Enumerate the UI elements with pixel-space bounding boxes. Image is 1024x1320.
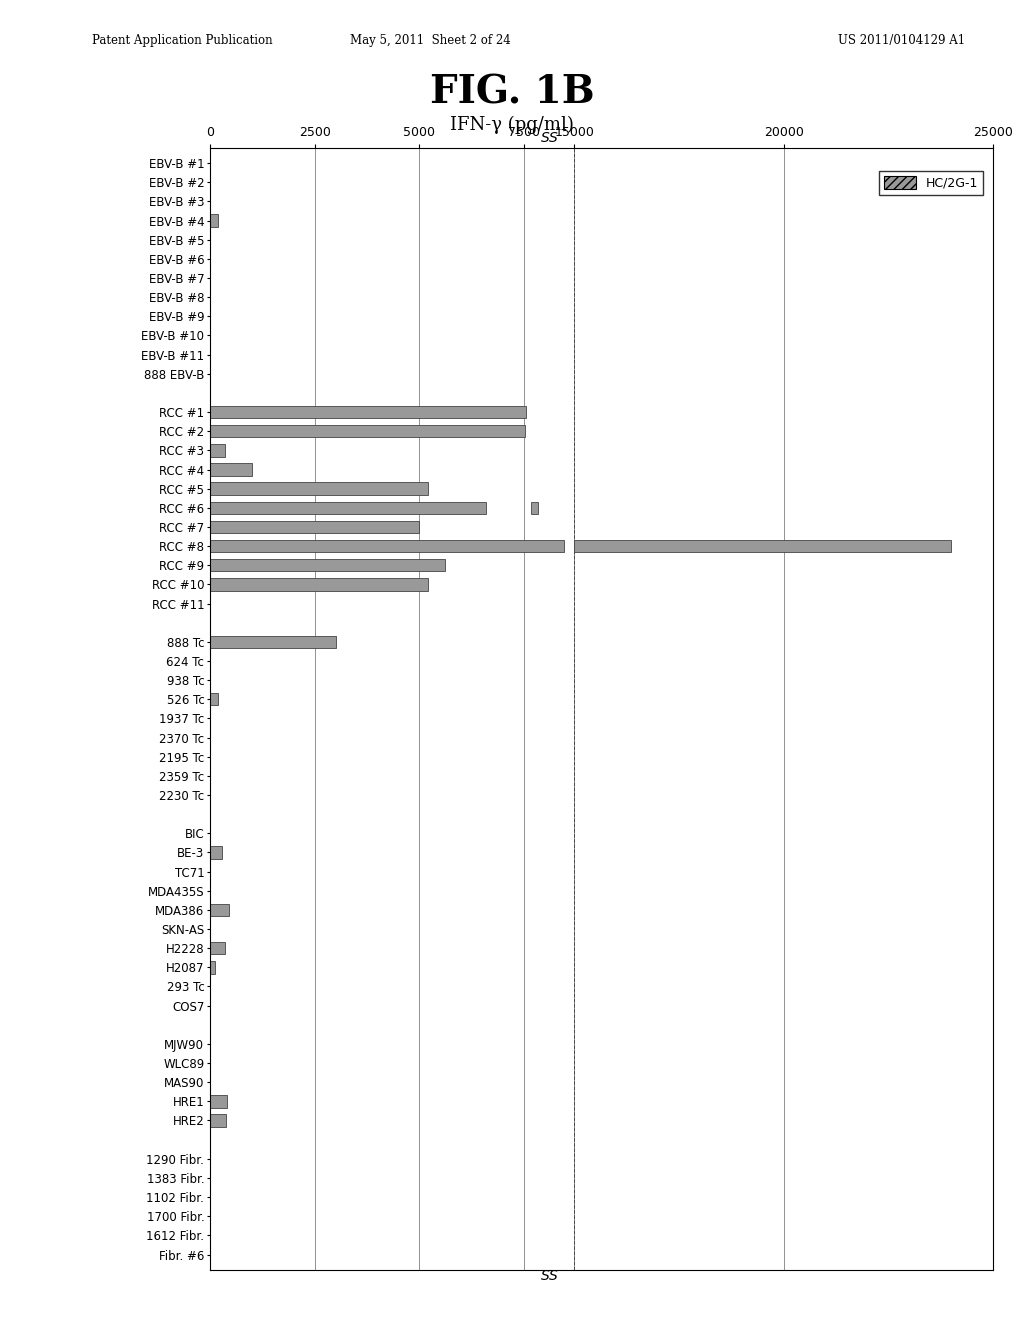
Text: US 2011/0104129 A1: US 2011/0104129 A1	[838, 34, 965, 48]
Bar	[210, 558, 444, 572]
Text: Patent Application Publication: Patent Application Publication	[92, 34, 272, 48]
Bar	[210, 463, 252, 475]
Bar	[210, 693, 218, 705]
Bar	[210, 444, 224, 457]
Bar	[210, 520, 420, 533]
Bar	[210, 502, 486, 513]
Bar	[210, 425, 524, 437]
Text: FIG. 1B: FIG. 1B	[430, 74, 594, 112]
Bar	[574, 540, 951, 552]
Bar	[210, 578, 428, 590]
Bar	[210, 214, 218, 227]
Bar	[530, 502, 538, 513]
Text: $\mathit{S}$$\mathit{S}$: $\mathit{S}$$\mathit{S}$	[540, 131, 559, 145]
Bar	[210, 942, 224, 954]
Text: IFN-γ (pg/ml): IFN-γ (pg/ml)	[451, 116, 573, 135]
Bar	[210, 961, 215, 974]
Legend: HC/2G-1: HC/2G-1	[880, 170, 983, 194]
Bar	[210, 846, 221, 859]
Bar	[210, 482, 428, 495]
Bar	[210, 540, 564, 552]
Bar	[210, 636, 336, 648]
Bar	[210, 904, 228, 916]
Bar	[210, 1096, 226, 1107]
Bar	[210, 405, 526, 418]
Text: $\mathit{S}$$\mathit{S}$: $\mathit{S}$$\mathit{S}$	[540, 1269, 559, 1283]
Text: May 5, 2011  Sheet 2 of 24: May 5, 2011 Sheet 2 of 24	[350, 34, 510, 48]
Bar	[210, 1114, 226, 1127]
